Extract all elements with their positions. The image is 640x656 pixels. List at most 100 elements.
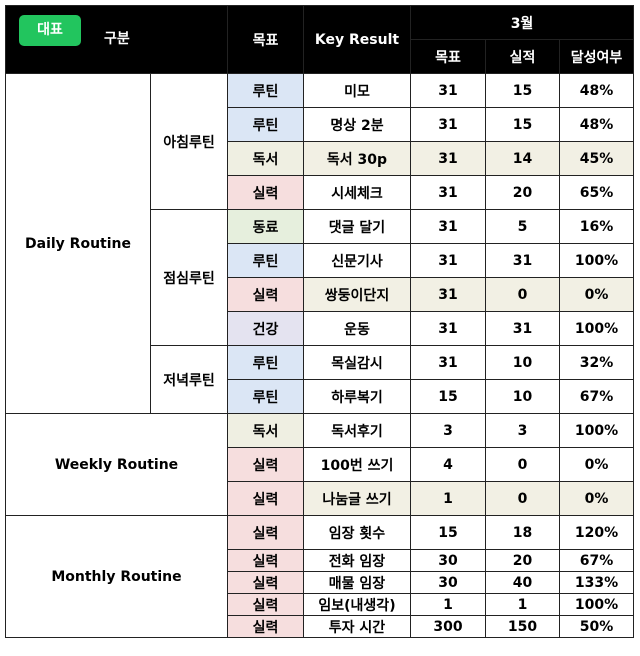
achievement-header: 달성여부	[559, 39, 634, 74]
goal-cell: 동료	[227, 209, 304, 244]
key-result-cell: 매물 임장	[303, 571, 411, 594]
target-cell: 31	[410, 107, 486, 142]
goal-header: 목표	[227, 5, 304, 74]
goal-cell: 루틴	[227, 243, 304, 278]
rate-cell: 65%	[559, 175, 634, 210]
rate-cell: 0%	[559, 277, 634, 312]
key-result-header: Key Result	[303, 5, 411, 74]
goal-cell: 독서	[227, 413, 304, 448]
key-result-cell: 임장 횟수	[303, 515, 411, 550]
rate-cell: 0%	[559, 447, 634, 482]
actual-cell: 15	[485, 73, 560, 108]
category-header-label: 구분	[104, 31, 130, 47]
target-cell: 1	[410, 593, 486, 616]
target-cell: 31	[410, 175, 486, 210]
actual-cell: 1	[485, 593, 560, 616]
key-result-cell: 독서 30p	[303, 141, 411, 176]
rate-cell: 48%	[559, 107, 634, 142]
target-cell: 31	[410, 243, 486, 278]
actual-header: 실적	[485, 39, 560, 74]
rate-cell: 100%	[559, 413, 634, 448]
target-cell: 31	[410, 277, 486, 312]
actual-cell: 14	[485, 141, 560, 176]
actual-cell: 5	[485, 209, 560, 244]
rate-cell: 100%	[559, 243, 634, 278]
goal-cell: 실력	[227, 175, 304, 210]
target-cell: 3	[410, 413, 486, 448]
month-header: 3월	[410, 5, 634, 40]
key-result-cell: 쌍둥이단지	[303, 277, 411, 312]
key-result-cell: 하루복기	[303, 379, 411, 414]
rate-cell: 16%	[559, 209, 634, 244]
actual-cell: 3	[485, 413, 560, 448]
goal-cell: 실력	[227, 593, 304, 616]
goal-cell: 독서	[227, 141, 304, 176]
goal-cell: 실력	[227, 515, 304, 550]
actual-cell: 31	[485, 311, 560, 346]
key-result-cell: 임보(내생각)	[303, 593, 411, 616]
rate-cell: 100%	[559, 593, 634, 616]
target-cell: 300	[410, 615, 486, 638]
actual-cell: 0	[485, 481, 560, 516]
actual-cell: 20	[485, 549, 560, 572]
rate-cell: 120%	[559, 515, 634, 550]
rate-cell: 67%	[559, 379, 634, 414]
goal-cell: 루틴	[227, 345, 304, 380]
group-label: Monthly Routine	[5, 515, 228, 638]
actual-cell: 31	[485, 243, 560, 278]
key-result-cell: 투자 시간	[303, 615, 411, 638]
actual-cell: 150	[485, 615, 560, 638]
category-header: 대표 구분	[5, 5, 228, 74]
goal-cell: 실력	[227, 549, 304, 572]
okr-table: 대표 구분 목표 Key Result 3월 목표 실적 달성여부 Daily …	[5, 5, 634, 638]
target-cell: 31	[410, 209, 486, 244]
target-cell: 31	[410, 141, 486, 176]
subgroup-label: 저녁루틴	[150, 345, 228, 414]
rate-cell: 100%	[559, 311, 634, 346]
goal-cell: 건강	[227, 311, 304, 346]
target-cell: 15	[410, 515, 486, 550]
rate-cell: 67%	[559, 549, 634, 572]
rate-cell: 0%	[559, 481, 634, 516]
target-cell: 4	[410, 447, 486, 482]
goal-cell: 루틴	[227, 73, 304, 108]
goal-cell: 루틴	[227, 379, 304, 414]
goal-cell: 실력	[227, 571, 304, 594]
key-result-cell: 미모	[303, 73, 411, 108]
key-result-cell: 전화 임장	[303, 549, 411, 572]
actual-cell: 10	[485, 345, 560, 380]
rate-cell: 133%	[559, 571, 634, 594]
rate-cell: 50%	[559, 615, 634, 638]
key-result-cell: 명상 2분	[303, 107, 411, 142]
key-result-cell: 운동	[303, 311, 411, 346]
key-result-cell: 나눔글 쓰기	[303, 481, 411, 516]
actual-cell: 18	[485, 515, 560, 550]
rate-cell: 45%	[559, 141, 634, 176]
goal-cell: 실력	[227, 481, 304, 516]
goal-cell: 실력	[227, 615, 304, 638]
goal-cell: 실력	[227, 277, 304, 312]
actual-cell: 0	[485, 277, 560, 312]
rate-cell: 32%	[559, 345, 634, 380]
key-result-cell: 목실감시	[303, 345, 411, 380]
group-label: Weekly Routine	[5, 413, 228, 516]
target-cell: 31	[410, 311, 486, 346]
goal-cell: 루틴	[227, 107, 304, 142]
subgroup-label: 점심루틴	[150, 209, 228, 346]
actual-cell: 40	[485, 571, 560, 594]
target-cell: 30	[410, 549, 486, 572]
target-cell: 31	[410, 73, 486, 108]
key-result-cell: 신문기사	[303, 243, 411, 278]
actual-cell: 15	[485, 107, 560, 142]
target-header: 목표	[410, 39, 486, 74]
subgroup-label: 아침루틴	[150, 73, 228, 210]
target-cell: 30	[410, 571, 486, 594]
goal-cell: 실력	[227, 447, 304, 482]
key-result-cell: 댓글 달기	[303, 209, 411, 244]
key-result-cell: 시세체크	[303, 175, 411, 210]
badge: 대표	[19, 15, 81, 46]
target-cell: 15	[410, 379, 486, 414]
actual-cell: 10	[485, 379, 560, 414]
key-result-cell: 독서후기	[303, 413, 411, 448]
actual-cell: 0	[485, 447, 560, 482]
